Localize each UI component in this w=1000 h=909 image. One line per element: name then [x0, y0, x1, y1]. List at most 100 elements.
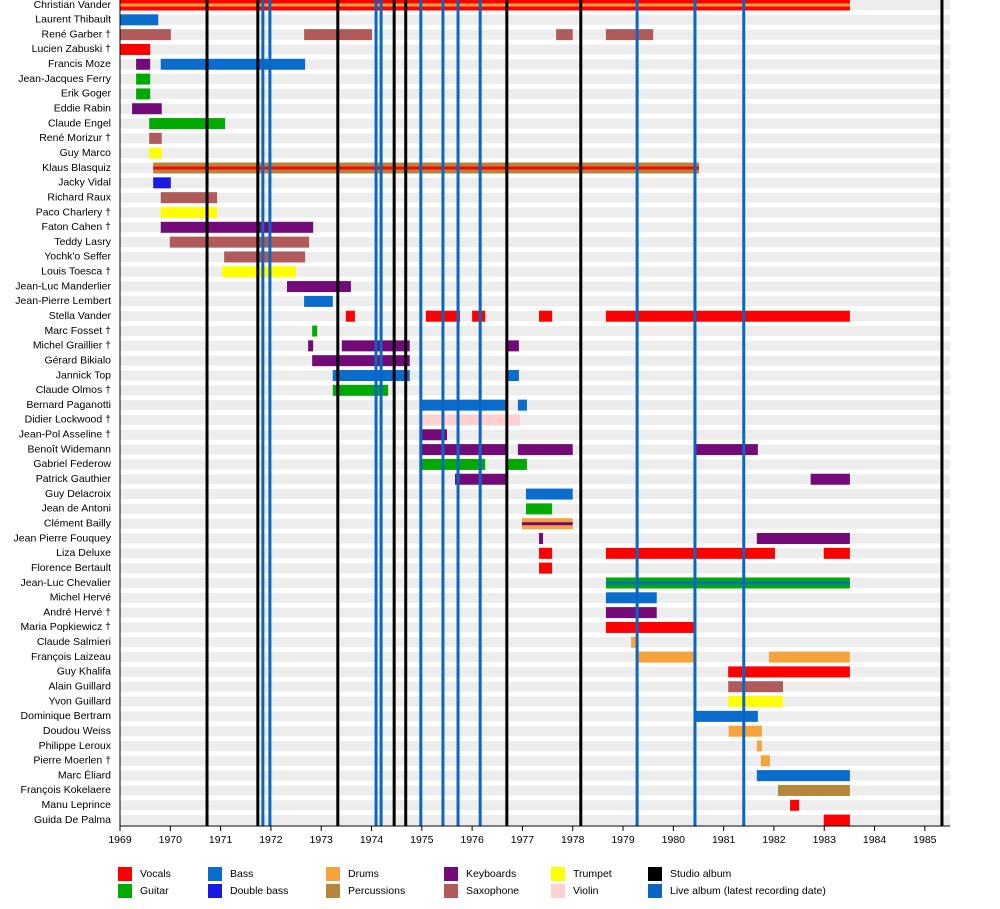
- row-band: [120, 177, 950, 188]
- row-band: [120, 29, 950, 40]
- tenure-bar: [756, 770, 850, 782]
- tenure-bar: [420, 399, 507, 411]
- tenure-stripe: [120, 3, 850, 7]
- member-name: Teddy Lasry: [54, 236, 111, 248]
- row-band: [120, 741, 950, 751]
- tenure-bar: [160, 221, 314, 233]
- tenure-bar: [823, 814, 850, 826]
- tenure-bar: [636, 651, 695, 663]
- row-band: [120, 88, 950, 99]
- row-band: [120, 652, 950, 663]
- member-name: André Hervé †: [43, 606, 111, 618]
- member-name: Jean-Pierre Lembert: [15, 295, 111, 307]
- tenure-bar: [136, 58, 151, 70]
- row-band: [120, 14, 950, 25]
- member-name: Jean-Pol Asseline †: [19, 429, 111, 441]
- member-name: Faton Cahen †: [42, 221, 112, 233]
- row-band: [120, 44, 950, 55]
- legend-swatch: [326, 867, 340, 881]
- tenure-bar: [153, 177, 171, 189]
- row-band: [120, 192, 950, 203]
- legend-swatch: [118, 884, 132, 898]
- row-band: [120, 770, 950, 781]
- legend-swatch: [648, 884, 662, 898]
- row-band: [120, 815, 950, 826]
- tenure-stripe: [605, 581, 850, 585]
- tenure-bar: [605, 621, 695, 633]
- member-name: Claude Olmos †: [36, 384, 111, 396]
- member-name: Stella Vander: [49, 310, 112, 322]
- member-name: Guy Marco: [60, 147, 112, 159]
- tenure-bar: [631, 636, 637, 648]
- member-name: Christian Vander: [34, 0, 112, 11]
- row-band: [120, 326, 950, 337]
- row-band: [120, 355, 950, 366]
- tenure-bar: [160, 192, 218, 204]
- row-band: [120, 281, 950, 292]
- row-band: [120, 266, 950, 277]
- tenure-bar: [768, 651, 850, 663]
- member-name: Florence Bertault: [31, 562, 111, 574]
- row-band: [120, 237, 950, 248]
- member-name: Claude Engel: [48, 117, 111, 129]
- member-name: Jean-Luc Chevalier: [21, 577, 112, 589]
- tenure-bar: [120, 43, 151, 55]
- tenure-stripe: [153, 166, 699, 170]
- member-name: Claude Salmieri: [37, 636, 111, 648]
- x-tick-label: 1977: [511, 834, 535, 846]
- tenure-bar: [728, 681, 783, 693]
- member-name: Jacky Vidal: [58, 177, 111, 189]
- member-name: Gérard Bikialo: [44, 354, 111, 366]
- tenure-bar: [810, 473, 850, 485]
- tenure-bar: [345, 310, 355, 322]
- row-band: [120, 696, 950, 707]
- member-name: Klaus Blasquiz: [42, 162, 111, 174]
- member-name: Michel Hervé: [50, 592, 111, 604]
- tenure-bar: [287, 281, 351, 293]
- member-name: Maria Popkiewicz †: [21, 621, 112, 633]
- tenure-bar: [756, 740, 762, 752]
- tenure-bar: [507, 370, 519, 381]
- row-band: [120, 429, 950, 440]
- tenure-bar: [525, 488, 573, 500]
- member-name: Paco Charlery †: [36, 206, 111, 218]
- tenure-bar: [517, 399, 527, 411]
- tenure-bar: [136, 88, 151, 100]
- x-tick-label: 1974: [360, 834, 384, 846]
- legend-label: Saxophone: [466, 885, 519, 897]
- legend-swatch: [444, 867, 458, 881]
- tenure-bar: [605, 547, 775, 559]
- row-band: [120, 370, 950, 381]
- tenure-bar: [605, 310, 850, 322]
- member-name: René Garber †: [42, 28, 112, 40]
- tenure-bar: [420, 458, 486, 470]
- tenure-bar: [420, 444, 507, 456]
- tenure-bar: [332, 370, 410, 381]
- member-name: Marc Fosset †: [44, 325, 111, 337]
- legend-swatch: [208, 884, 222, 898]
- tenure-bar: [695, 710, 758, 722]
- row-band: [120, 800, 950, 811]
- x-tick-label: 1978: [561, 834, 585, 846]
- member-name: Marc Éliard: [58, 768, 111, 781]
- legend-label: Percussions: [348, 885, 405, 897]
- tenure-bar: [790, 799, 800, 811]
- tenure-bar: [823, 547, 850, 559]
- tenure-bar: [525, 503, 553, 515]
- member-name: René Morizur †: [39, 132, 111, 144]
- tenure-bar: [605, 607, 657, 619]
- x-tick-label: 1981: [712, 834, 736, 846]
- member-name: François Kokelaere: [21, 784, 112, 796]
- tenure-bar: [517, 444, 573, 456]
- row-band: [120, 459, 950, 470]
- x-tick-label: 1975: [410, 834, 434, 846]
- member-name: Yochk'o Seffer: [44, 251, 111, 263]
- row-band: [120, 385, 950, 396]
- tenure-bar: [605, 29, 654, 41]
- row-band: [120, 785, 950, 796]
- tenure-bar: [777, 784, 850, 796]
- tenure-bar: [160, 58, 306, 70]
- legend-swatch: [551, 884, 565, 898]
- legend-swatch: [648, 867, 662, 881]
- tenure-bar: [136, 73, 151, 85]
